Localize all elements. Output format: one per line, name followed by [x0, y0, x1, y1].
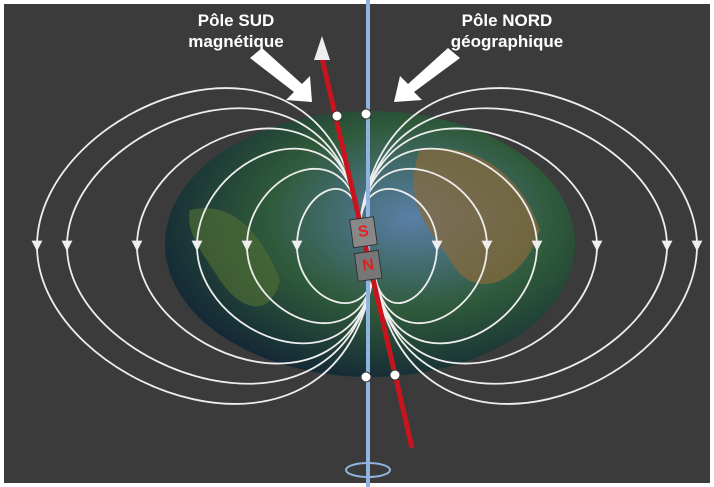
field-line: [191, 147, 375, 345]
magnet-s-label: S: [357, 223, 370, 241]
axis-arrow: [314, 36, 330, 60]
label-line: magnétique: [188, 32, 283, 51]
field-line: [131, 127, 375, 365]
field-line: [31, 87, 375, 405]
rotation-arrow: [345, 462, 391, 478]
magnet-n: [353, 249, 383, 282]
field-line: [359, 188, 443, 304]
field-line: [359, 87, 703, 405]
field-lines: [31, 87, 703, 405]
label-line: Pôle NORD: [462, 11, 553, 30]
pointer-arrow: [394, 48, 460, 102]
pointer-arrow: [250, 48, 312, 102]
label-line: Pôle SUD: [198, 11, 275, 30]
magnet-s: [349, 216, 378, 249]
pole-marker: [360, 108, 372, 120]
label-line: géographique: [451, 32, 563, 51]
magnet-n-label: N: [361, 256, 375, 274]
field-line: [61, 107, 375, 385]
field-line: [359, 107, 673, 385]
field-line: [291, 188, 375, 304]
pole-marker: [389, 369, 401, 381]
field-line: [359, 127, 603, 365]
field-line: [241, 167, 375, 325]
magnet: S N: [349, 216, 383, 282]
pole-marker: [360, 371, 372, 383]
pole-marker: [331, 110, 343, 122]
field-line: [359, 147, 543, 345]
field-line: [359, 167, 493, 325]
